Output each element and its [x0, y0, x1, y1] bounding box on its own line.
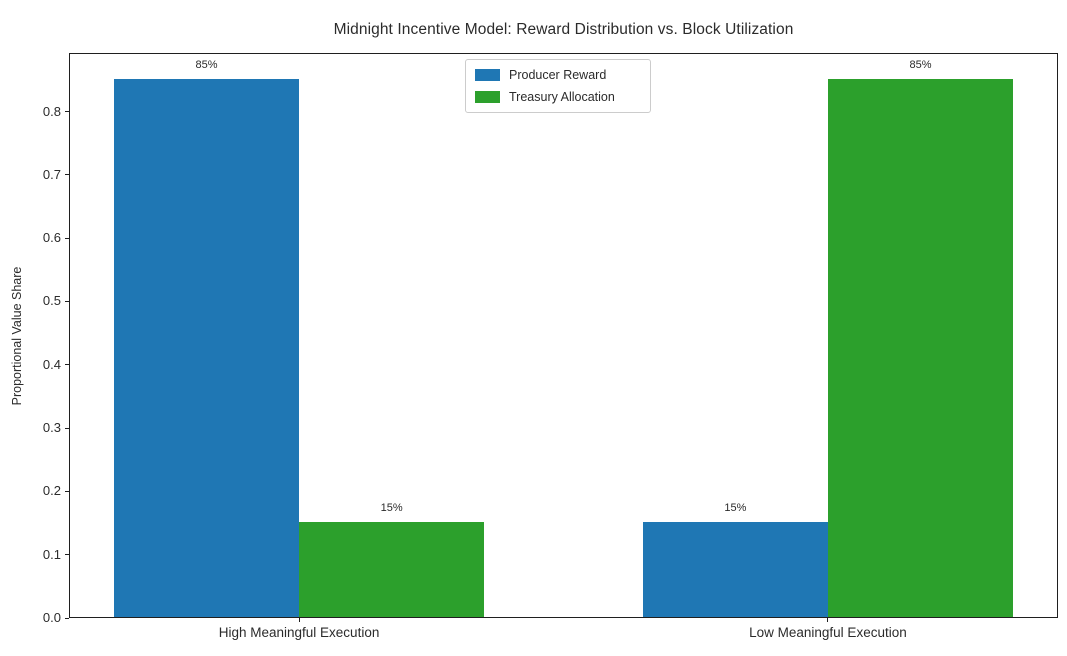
legend-item-treasury-allocation: Treasury Allocation: [475, 89, 641, 105]
bar-producer-reward-high-meaningful-execution: [113, 78, 300, 617]
y-tick-label: 0.6: [42, 230, 61, 246]
x-tick-mark: [298, 618, 300, 622]
legend: Producer Reward Treasury Allocation: [465, 59, 651, 113]
y-tick-label: 0.4: [42, 356, 61, 372]
y-tick-label: 0.3: [42, 420, 61, 436]
y-tick-mark: [65, 490, 69, 492]
y-tick-label: 0.0: [42, 610, 61, 625]
legend-label-treasury-allocation: Treasury Allocation: [509, 90, 615, 104]
y-tick-label: 0.7: [42, 166, 61, 182]
chart-title: Midnight Incentive Model: Reward Distrib…: [333, 21, 794, 38]
x-tick-mark: [827, 618, 829, 622]
legend-label-producer-reward: Producer Reward: [509, 68, 607, 82]
bar-treasury-allocation-low-meaningful-execution: [827, 78, 1014, 617]
y-tick-mark: [65, 111, 69, 113]
bar-treasury-allocation-high-meaningful-execution: [299, 522, 485, 617]
plot-area: [69, 53, 1058, 618]
x-tick-label-high-meaningful-execution: High Meaningful Execution: [218, 625, 380, 640]
y-axis-label: Proportional Value Share: [10, 266, 24, 406]
legend-item-producer-reward: Producer Reward: [475, 67, 641, 83]
y-tick-label: 0.8: [42, 103, 61, 119]
bar-producer-reward-low-meaningful-execution: [642, 522, 828, 617]
x-tick-label-low-meaningful-execution: Low Meaningful Execution: [749, 625, 907, 640]
y-tick-label: 0.5: [42, 293, 61, 309]
legend-swatch-producer-reward-icon: [475, 69, 500, 81]
bar-value-label: 15%: [724, 502, 747, 515]
y-tick-mark: [65, 174, 69, 176]
bar-value-label: 85%: [195, 58, 218, 71]
bar-value-label: 15%: [380, 502, 403, 515]
y-tick-mark: [65, 554, 69, 556]
legend-swatch-treasury-allocation-icon: [475, 91, 500, 103]
y-tick-mark: [65, 427, 69, 429]
y-tick-label: 0.1: [42, 546, 61, 562]
bar-value-label: 85%: [909, 58, 932, 71]
y-tick-mark: [65, 364, 69, 366]
y-tick-mark: [65, 300, 69, 302]
y-tick-mark: [65, 617, 69, 619]
y-tick-label: 0.2: [42, 483, 61, 499]
y-tick-mark: [65, 237, 69, 239]
